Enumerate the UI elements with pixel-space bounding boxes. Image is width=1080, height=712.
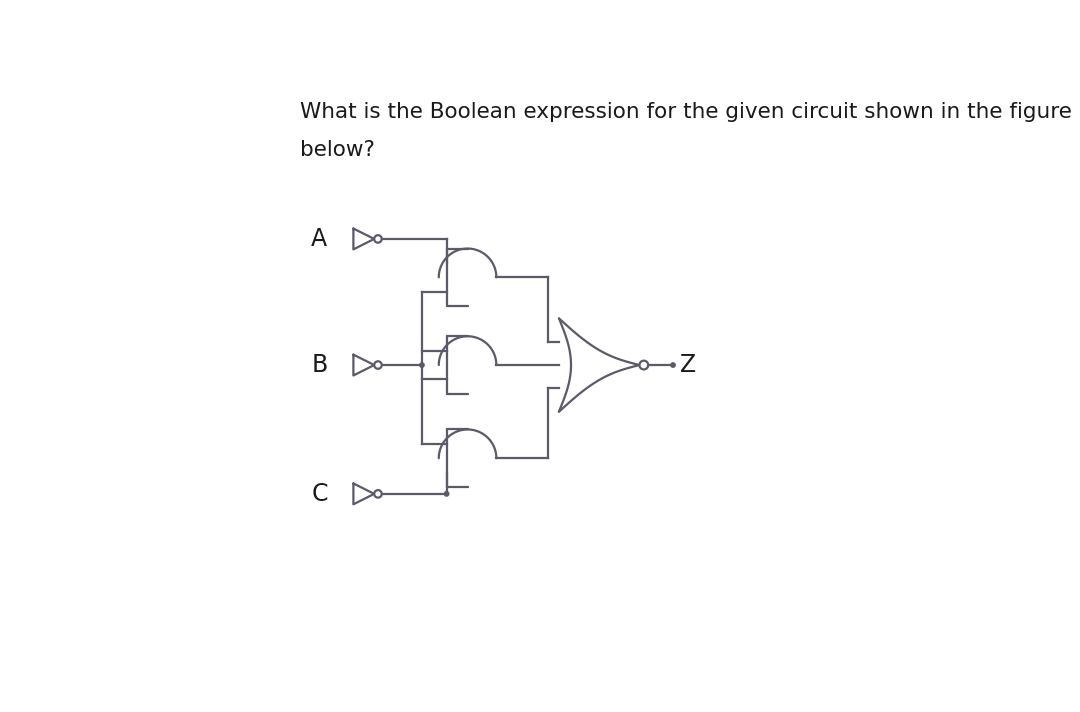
Text: B: B: [311, 353, 327, 377]
Text: C: C: [311, 482, 327, 506]
Text: A: A: [311, 227, 327, 251]
Text: Z: Z: [679, 353, 696, 377]
Circle shape: [420, 363, 424, 367]
Text: What is the Boolean expression for the given circuit shown in the figure: What is the Boolean expression for the g…: [300, 102, 1072, 122]
Circle shape: [639, 361, 648, 370]
Circle shape: [375, 490, 381, 498]
Circle shape: [375, 361, 381, 369]
Circle shape: [671, 363, 675, 367]
Text: below?: below?: [300, 140, 375, 160]
Circle shape: [444, 492, 449, 496]
Circle shape: [375, 235, 381, 243]
